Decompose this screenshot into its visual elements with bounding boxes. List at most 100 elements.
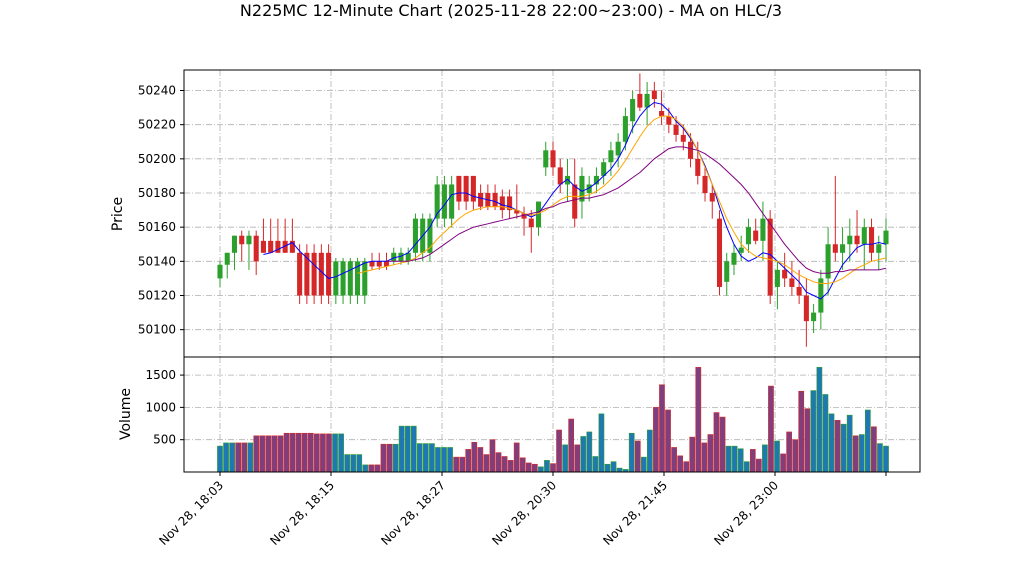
ohlc-body [326,252,332,296]
volume-bar [804,408,811,473]
volume-bar [423,443,429,473]
volume-bar [550,463,556,473]
ohlc-body [774,269,780,287]
ohlc-bar [564,158,571,202]
volume-bar [410,425,417,473]
volume-bar [792,439,799,473]
ohlc-bar [832,175,838,262]
volume-bar [356,454,363,473]
volume-bar [562,444,568,473]
ohlc-body [608,150,614,163]
volume-bar [259,435,266,473]
ohlc-bar [492,184,498,211]
volume-bar [683,461,690,473]
ohlc-body [811,312,817,322]
price-ytick-label: 50240 [138,84,176,98]
ohlc-bar [579,167,585,219]
volume-bar [386,443,393,473]
ohlc-bar [347,257,353,305]
volume-bar [453,456,459,473]
ohlc-body [217,264,223,279]
ohlc-body [651,90,657,100]
volume-bar [441,447,447,473]
ohlc-body [876,244,882,253]
ohlc-body [666,116,672,125]
volume-bar [477,447,484,473]
volume-bar [459,456,466,473]
ohlc-bar [499,189,505,219]
moving-average-line [386,146,887,274]
ohlc-body [818,278,824,313]
ohlc-body [456,175,462,202]
volume-bar [380,443,387,473]
ohlc-bar [789,261,795,296]
volume-bar [495,452,502,473]
volume-bar [447,447,453,473]
x-tick-label: Nov 28, 18:27 [378,478,448,548]
ohlc-body [796,286,802,296]
ohlc-body [883,230,889,245]
volume-bar [665,409,671,473]
ohlc-bar [224,252,230,279]
ohlc-bar [550,141,556,176]
ohlc-body [630,99,636,122]
volume-bar [277,435,284,473]
ohlc-bar [782,252,788,287]
volume-bar [858,434,865,473]
ohlc-body [297,252,303,296]
ohlc-bar [724,252,730,296]
ohlc-bar [803,278,809,347]
volume-bar [689,436,696,473]
ohlc-bar [282,218,288,253]
ohlc-body [398,252,404,262]
ohlc-body [514,210,520,214]
ohlc-body [521,213,527,219]
volume-bar [362,464,369,473]
ohlc-body [854,235,860,245]
volume-bar [513,442,520,473]
ohlc-body [615,141,621,156]
ohlc-bar [637,73,643,111]
volume-bar [416,443,423,473]
volume-bar [756,458,762,473]
ohlc-bar [586,175,592,202]
volume-bar [786,431,792,473]
volume-bar [519,457,526,473]
ohlc-bar [231,235,238,270]
ohlc-bar [478,184,484,211]
volume-bar [798,390,805,473]
volume-bar [616,467,623,473]
ohlc-body [593,175,599,185]
ohlc-bar [738,235,744,262]
volume-panel: 500 1000 1500 Volume [118,356,921,473]
volume-bar [828,413,835,473]
ohlc-bar [543,141,549,176]
volume-ytick-label: 1500 [145,368,176,382]
price-panel: 50100 50120 50140 50160 50180 50200 50220 50240… [110,69,921,358]
volume-bar [762,444,768,473]
ohlc-bar [427,213,433,262]
volume-bar [471,441,478,473]
ohlc-body [673,124,679,135]
ohlc-body [383,261,390,267]
ohlc-body [738,247,744,253]
price-ytick-label: 50100 [138,323,176,337]
volume-bar [816,367,823,473]
ohlc-body [492,193,498,207]
ohlc-bar [745,218,751,253]
ohlc-bar [825,227,831,296]
moving-average-line [357,115,887,284]
volume-bar [743,461,750,473]
ohlc-body [550,150,556,168]
ohlc-bar [412,213,418,262]
ohlc-body [499,196,505,211]
price-ohlc-bars [217,73,889,347]
volume-bar [435,447,441,473]
volume-ytick-label: 1000 [145,400,176,414]
volume-bar [531,463,538,473]
volume-bar [247,442,254,473]
ohlc-bar [217,261,223,287]
ohlc-body [695,158,701,176]
volume-bar [344,454,350,473]
